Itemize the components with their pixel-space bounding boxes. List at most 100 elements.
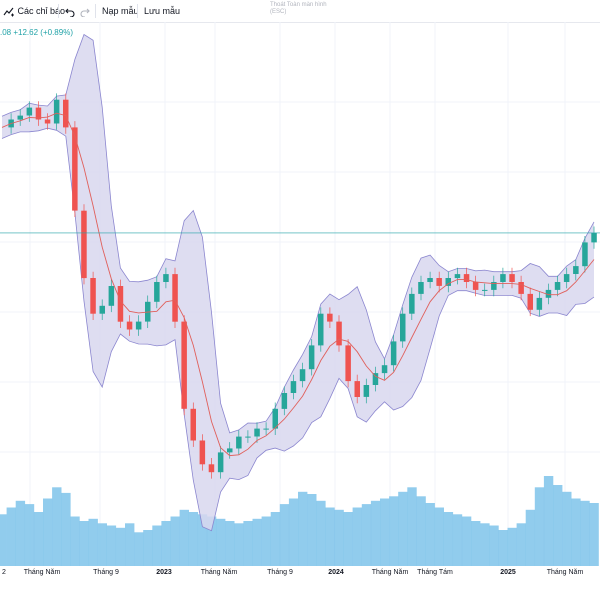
volume-bar	[580, 500, 590, 566]
volume-bar	[489, 525, 499, 566]
candle	[172, 267, 178, 328]
toolbar: Các chỉ báo Nạp mẫu Lưu mẫu Thoát Toàn m…	[0, 0, 600, 23]
volume-bar	[106, 525, 117, 566]
candle	[281, 386, 288, 416]
indicators-button[interactable]: Các chỉ báo	[3, 4, 65, 18]
candle	[563, 267, 570, 289]
moving-average-line	[1, 112, 595, 457]
exit-fullscreen-hint-text: Thoát Toàn màn hình	[270, 2, 327, 8]
candle	[454, 267, 461, 285]
volume-bar	[270, 512, 281, 566]
x-axis-month-label: Tháng Năm	[200, 569, 238, 576]
volume-bar	[261, 516, 271, 566]
volume-bar	[225, 521, 235, 566]
candle	[573, 259, 579, 281]
volume-bar	[88, 518, 98, 566]
volume-bar	[43, 498, 53, 566]
candle	[199, 434, 206, 471]
candle	[491, 275, 497, 297]
x-axis-year-label: 2023	[156, 569, 172, 576]
candle	[354, 374, 360, 404]
volume-bar	[15, 500, 26, 566]
volume-bar	[543, 476, 554, 566]
volume-bar	[61, 492, 71, 566]
candle	[299, 362, 306, 388]
volume-bar	[125, 523, 135, 566]
indicators-label: Các chỉ báo	[17, 6, 66, 16]
toolbar-separator	[95, 4, 96, 18]
candle	[245, 430, 251, 443]
indicators-icon	[3, 7, 14, 17]
volume-bar	[70, 516, 80, 566]
volume-bar	[407, 487, 417, 566]
volume-bar	[325, 507, 335, 566]
volume-bar	[243, 521, 253, 566]
candle	[126, 315, 133, 336]
price-change: +12.62	[13, 28, 39, 37]
volume-bar	[352, 507, 362, 566]
redo-icon	[80, 8, 90, 17]
volume-bar	[115, 527, 126, 566]
volume-bar	[188, 512, 199, 566]
candle	[345, 339, 351, 388]
candle	[17, 109, 23, 126]
price-value: .08	[0, 28, 12, 37]
volume-bar	[179, 509, 189, 566]
candle	[400, 307, 406, 348]
volume-bar	[434, 507, 444, 566]
toolbar-separator	[58, 4, 59, 18]
price-chart[interactable]	[0, 22, 600, 566]
volume-bar	[443, 512, 454, 566]
exit-fullscreen-hint: Thoát Toàn màn hình (ESC)	[270, 2, 327, 16]
candle	[591, 226, 597, 249]
volume-bar	[461, 516, 472, 566]
candle	[327, 307, 333, 328]
volume-bar	[288, 498, 299, 566]
candle	[272, 402, 278, 435]
candle	[254, 422, 260, 443]
volume-bar	[307, 494, 317, 566]
volume-bar	[471, 521, 481, 566]
volume-bar	[316, 500, 326, 566]
save-template-button[interactable]: Lưu mẫu	[144, 6, 181, 16]
x-axis-month-label: 2	[2, 569, 6, 576]
volume-bar	[480, 523, 490, 566]
exit-fullscreen-hint-key: (ESC)	[270, 9, 287, 15]
candle	[472, 275, 479, 297]
volume-bar	[252, 518, 262, 566]
x-axis-month-label: Tháng Tám	[417, 569, 453, 576]
volume-bar	[525, 509, 536, 566]
bollinger-lower-line	[1, 127, 595, 532]
volume-bar	[516, 523, 526, 566]
volume-bar	[534, 487, 545, 566]
redo-button[interactable]	[80, 4, 90, 18]
load-template-button[interactable]: Nạp mẫu	[102, 6, 139, 16]
volume-bar	[498, 530, 508, 566]
candle	[363, 378, 370, 404]
volume-bar	[562, 491, 572, 566]
candle	[190, 402, 196, 447]
volume-bar	[216, 518, 226, 566]
candle	[554, 275, 561, 297]
candle	[44, 113, 51, 130]
undo-button[interactable]	[65, 4, 75, 18]
x-axis-month-label: Tháng Năm	[371, 569, 409, 576]
undo-icon	[65, 8, 75, 17]
candle	[500, 267, 506, 289]
volume-bar	[234, 523, 244, 566]
candle	[135, 315, 142, 336]
candle	[108, 279, 115, 313]
volume-bar	[389, 496, 399, 566]
candle	[217, 446, 224, 479]
volume-bar	[571, 498, 581, 566]
volume-bar	[33, 512, 44, 566]
volume-bar	[197, 514, 208, 566]
candle	[26, 101, 33, 122]
candle	[527, 287, 533, 317]
candle	[381, 358, 388, 380]
candle	[308, 339, 315, 376]
candle	[436, 271, 442, 293]
toolbar-separator	[137, 4, 138, 18]
candle	[582, 236, 588, 273]
candle	[536, 291, 543, 317]
